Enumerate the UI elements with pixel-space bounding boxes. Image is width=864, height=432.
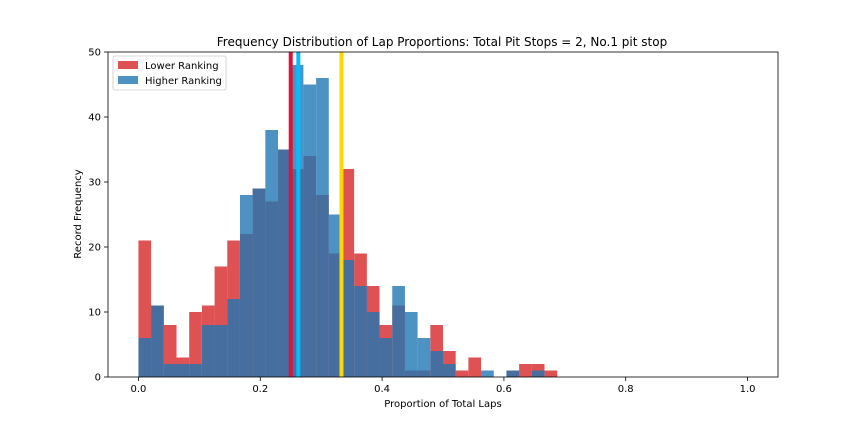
bar-higher-ranking — [138, 338, 152, 377]
bar-higher-ranking — [341, 260, 355, 377]
bar-higher-ranking — [227, 299, 240, 377]
legend-label-lower-ranking: Lower Ranking — [145, 61, 219, 72]
bar-higher-ranking — [328, 214, 342, 377]
x-tick-label: 0.2 — [252, 384, 268, 395]
bar-higher-ranking — [404, 312, 418, 377]
bar-higher-ranking — [379, 338, 393, 377]
bar-higher-ranking — [239, 195, 253, 377]
bar-higher-ranking — [176, 364, 190, 377]
y-tick-label: 0 — [95, 373, 101, 384]
bar-higher-ranking — [252, 188, 266, 377]
bar-higher-ranking — [531, 370, 545, 377]
bar-higher-ranking — [163, 364, 177, 377]
y-axis-label: Record Frequency — [73, 169, 84, 258]
bar-higher-ranking — [189, 364, 202, 377]
bar-higher-ranking — [303, 84, 317, 377]
x-axis-label: Proportion of Total Laps — [384, 399, 501, 410]
x-tick-label: 0.4 — [374, 384, 390, 395]
bar-higher-ranking — [354, 286, 367, 377]
bar-lower-ranking — [189, 312, 202, 377]
x-tick-label: 0.0 — [131, 384, 147, 395]
bar-higher-ranking — [265, 130, 278, 377]
bar-higher-ranking — [201, 325, 215, 377]
y-tick-label: 50 — [88, 48, 101, 59]
x-tick-label: 0.6 — [496, 384, 512, 395]
bar-higher-ranking — [278, 149, 291, 377]
bar-higher-ranking — [366, 312, 380, 377]
bar-lower-ranking — [519, 364, 532, 377]
y-axis-ticks: 0 10 20 30 40 50 — [88, 48, 108, 384]
y-tick-label: 30 — [88, 178, 101, 189]
bar-higher-ranking — [417, 338, 431, 377]
bar-lower-ranking — [544, 370, 558, 377]
bar-higher-ranking — [430, 351, 443, 377]
bar-higher-ranking — [316, 78, 329, 377]
legend: Lower Ranking Higher Ranking — [112, 55, 227, 91]
bar-lower-ranking — [455, 370, 469, 377]
chart-title: Frequency Distribution of Lap Proportion… — [217, 35, 667, 49]
bar-higher-ranking — [214, 325, 228, 377]
y-tick-label: 20 — [88, 243, 101, 254]
bar-higher-ranking — [506, 370, 520, 377]
bar-higher-ranking — [481, 370, 494, 377]
x-axis-ticks: 0.0 0.2 0.4 0.6 0.8 1.0 — [131, 377, 756, 395]
legend-swatch-lower-ranking — [118, 61, 138, 69]
y-tick-label: 40 — [88, 113, 101, 124]
bar-higher-ranking — [151, 305, 164, 377]
bar-lower-ranking — [468, 357, 482, 377]
reference-lines — [288, 52, 344, 377]
plot-frame — [107, 51, 779, 378]
legend-label-higher-ranking: Higher Ranking — [145, 76, 222, 87]
x-tick-label: 0.8 — [618, 384, 634, 395]
legend-swatch-higher-ranking — [118, 76, 138, 84]
bar-higher-ranking — [443, 364, 456, 377]
bar-higher-ranking — [392, 286, 405, 377]
y-tick-label: 10 — [88, 308, 101, 319]
legend-box — [112, 55, 227, 91]
x-tick-label: 1.0 — [740, 384, 756, 395]
